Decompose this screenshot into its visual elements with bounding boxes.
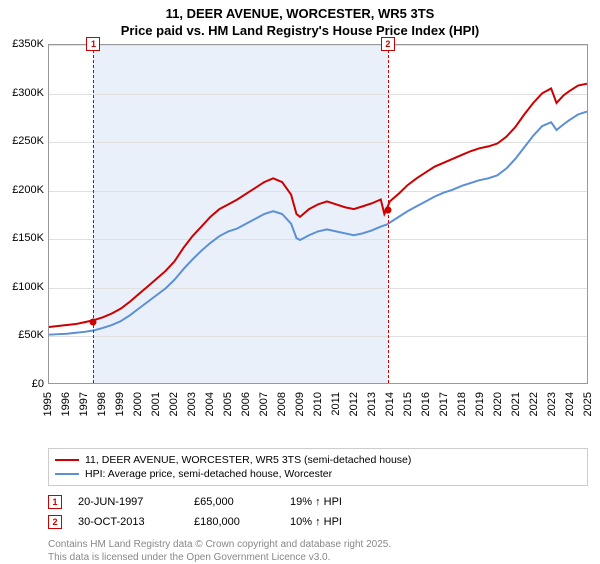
y-tick-label: £250K bbox=[0, 135, 44, 147]
y-tick-label: £50K bbox=[0, 329, 44, 341]
x-tick-label: 2006 bbox=[240, 392, 252, 416]
y-tick-label: £200K bbox=[0, 184, 44, 196]
sale-price: £65,000 bbox=[194, 496, 274, 508]
legend-box: 11, DEER AVENUE, WORCESTER, WR5 3TS (sem… bbox=[48, 448, 588, 486]
x-tick-label: 2000 bbox=[132, 392, 144, 416]
x-tick-label: 1999 bbox=[114, 392, 126, 416]
x-tick-label: 2011 bbox=[330, 392, 342, 416]
sale-record-row: 1 20-JUN-1997 £65,000 19% ↑ HPI bbox=[48, 492, 588, 512]
x-tick-label: 2018 bbox=[456, 392, 468, 416]
sale-date: 30-OCT-2013 bbox=[78, 516, 178, 528]
x-tick-label: 2016 bbox=[420, 392, 432, 416]
chart-container: 11, DEER AVENUE, WORCESTER, WR5 3TS Pric… bbox=[0, 0, 600, 560]
x-tick-label: 1997 bbox=[78, 392, 90, 416]
y-tick-label: £350K bbox=[0, 38, 44, 50]
x-tick-label: 2025 bbox=[582, 392, 594, 416]
footer-line1: Contains HM Land Registry data © Crown c… bbox=[48, 538, 588, 551]
x-tick-label: 2007 bbox=[258, 392, 270, 416]
sale-hpi-delta: 10% ↑ HPI bbox=[290, 516, 342, 528]
x-tick-label: 1998 bbox=[96, 392, 108, 416]
sale-record-row: 2 30-OCT-2013 £180,000 10% ↑ HPI bbox=[48, 512, 588, 532]
x-tick-label: 2017 bbox=[438, 392, 450, 416]
legend-swatch-hpi bbox=[55, 473, 79, 475]
x-tick-label: 2015 bbox=[402, 392, 414, 416]
x-tick-label: 2005 bbox=[222, 392, 234, 416]
y-tick-label: £150K bbox=[0, 232, 44, 244]
x-tick-label: 2002 bbox=[168, 392, 180, 416]
x-tick-label: 2009 bbox=[294, 392, 306, 416]
x-tick-label: 2012 bbox=[348, 392, 360, 416]
title-address: 11, DEER AVENUE, WORCESTER, WR5 3TS bbox=[0, 6, 600, 23]
x-tick-label: 2020 bbox=[492, 392, 504, 416]
sale-marker-badge: 2 bbox=[381, 37, 395, 51]
x-tick-label: 2013 bbox=[366, 392, 378, 416]
x-tick-label: 2023 bbox=[546, 392, 558, 416]
sale-marker-dot bbox=[90, 318, 97, 325]
title-block: 11, DEER AVENUE, WORCESTER, WR5 3TS Pric… bbox=[0, 0, 600, 40]
legend-label-hpi: HPI: Average price, semi-detached house,… bbox=[85, 468, 332, 480]
sale-marker-badge: 2 bbox=[48, 515, 62, 529]
x-tick-label: 2004 bbox=[204, 392, 216, 416]
line-chart-svg bbox=[49, 45, 587, 383]
footer-attribution: Contains HM Land Registry data © Crown c… bbox=[48, 538, 588, 564]
x-tick-label: 2003 bbox=[186, 392, 198, 416]
x-tick-label: 1995 bbox=[42, 392, 54, 416]
x-tick-label: 2010 bbox=[312, 392, 324, 416]
chart-area: £0£50K£100K£150K£200K£250K£300K£350K 12 … bbox=[0, 44, 600, 414]
legend-item-price-paid: 11, DEER AVENUE, WORCESTER, WR5 3TS (sem… bbox=[55, 453, 581, 467]
legend-and-footer: 11, DEER AVENUE, WORCESTER, WR5 3TS (sem… bbox=[48, 448, 588, 564]
legend-swatch-price-paid bbox=[55, 459, 79, 461]
legend-label-price-paid: 11, DEER AVENUE, WORCESTER, WR5 3TS (sem… bbox=[85, 454, 411, 466]
x-tick-label: 2014 bbox=[384, 392, 396, 416]
sale-marker-badge: 1 bbox=[48, 495, 62, 509]
footer-line2: This data is licensed under the Open Gov… bbox=[48, 551, 588, 564]
sale-price: £180,000 bbox=[194, 516, 274, 528]
series-price_paid bbox=[49, 84, 587, 327]
x-tick-label: 2021 bbox=[510, 392, 522, 416]
x-tick-label: 1996 bbox=[60, 392, 72, 416]
sale-marker-vline bbox=[93, 45, 94, 383]
sales-table: 1 20-JUN-1997 £65,000 19% ↑ HPI 2 30-OCT-2013… bbox=[48, 492, 588, 532]
x-axis: 1995199619971998199920002001200220032004… bbox=[48, 388, 588, 418]
y-tick-label: £100K bbox=[0, 281, 44, 293]
x-tick-label: 2001 bbox=[150, 392, 162, 416]
sale-marker-badge: 1 bbox=[86, 37, 100, 51]
sale-marker-dot bbox=[384, 207, 391, 214]
sale-marker-vline bbox=[388, 45, 389, 383]
x-tick-label: 2022 bbox=[528, 392, 540, 416]
plot-area: 12 bbox=[48, 44, 588, 384]
sale-hpi-delta: 19% ↑ HPI bbox=[290, 496, 342, 508]
y-tick-label: £0 bbox=[0, 378, 44, 390]
legend-item-hpi: HPI: Average price, semi-detached house,… bbox=[55, 467, 581, 481]
sale-date: 20-JUN-1997 bbox=[78, 496, 178, 508]
y-tick-label: £300K bbox=[0, 87, 44, 99]
x-tick-label: 2019 bbox=[474, 392, 486, 416]
x-tick-label: 2008 bbox=[276, 392, 288, 416]
x-tick-label: 2024 bbox=[564, 392, 576, 416]
